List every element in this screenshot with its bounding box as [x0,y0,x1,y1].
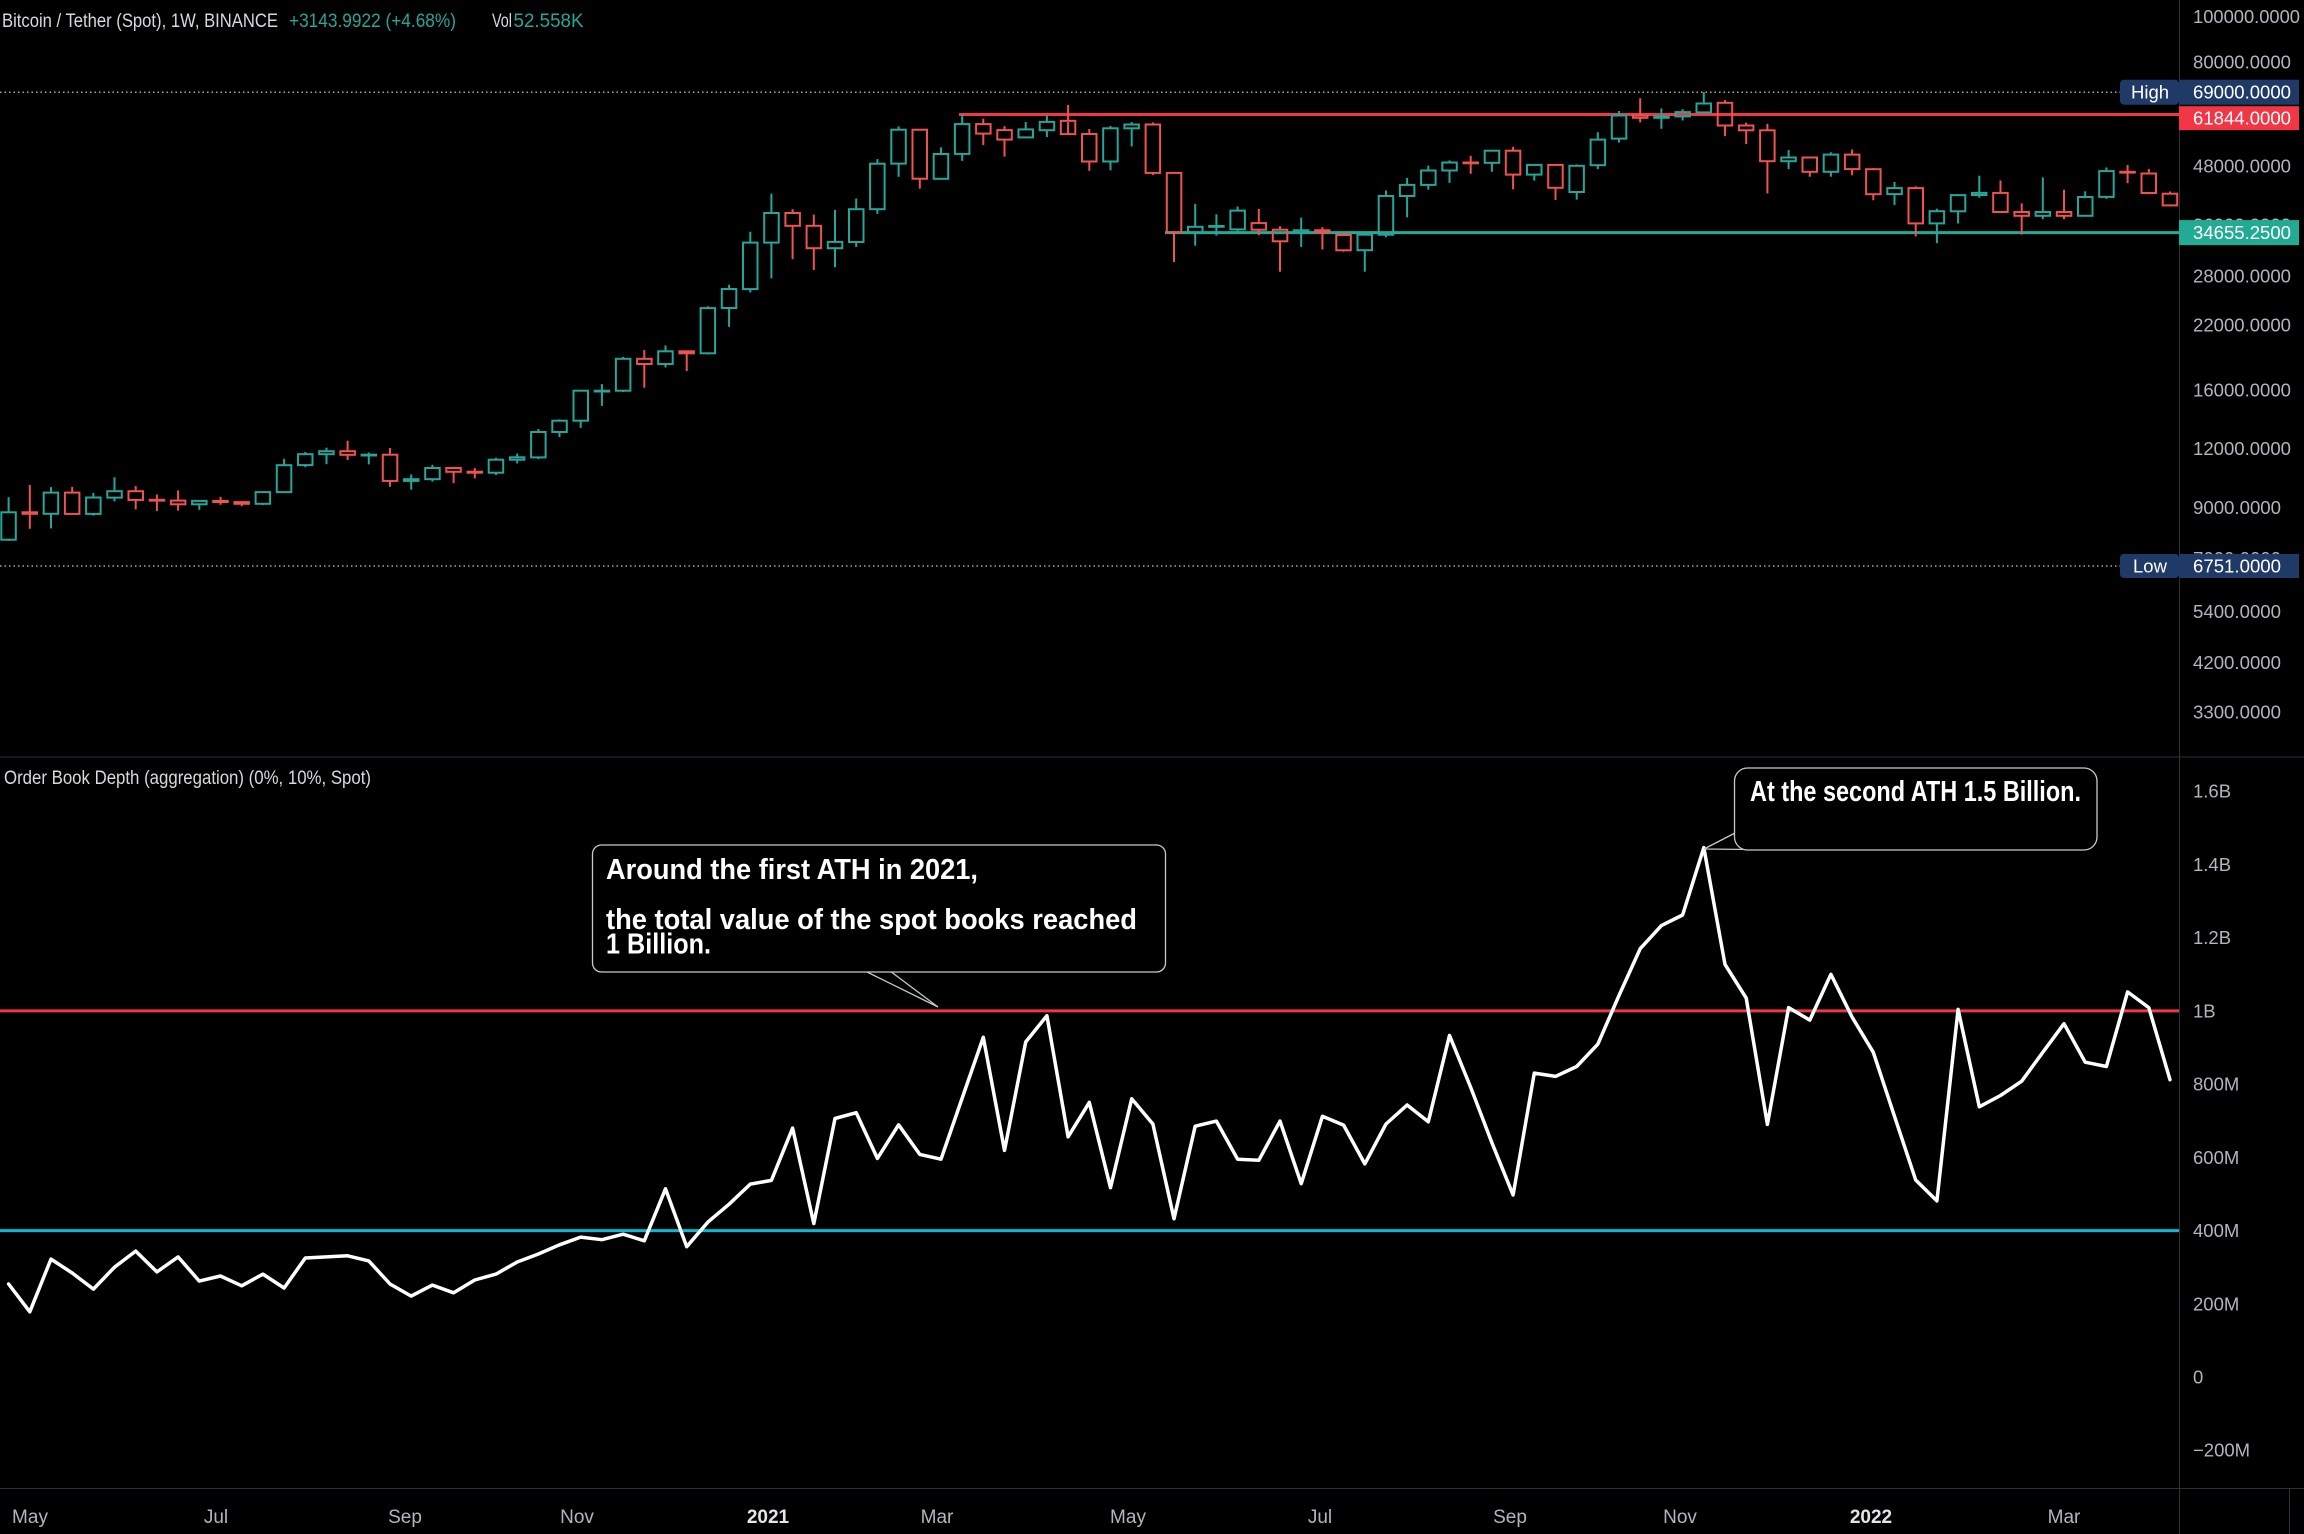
svg-text:Sep: Sep [1493,1507,1527,1528]
svg-text:200M: 200M [2193,1293,2239,1314]
svg-text:1.6B: 1.6B [2193,781,2231,802]
svg-text:Sep: Sep [388,1507,422,1528]
svg-text:0: 0 [2193,1367,2203,1388]
svg-text:Mar: Mar [2048,1507,2081,1528]
svg-text:At the second ATH 1.5 Billion.: At the second ATH 1.5 Billion. [1750,776,2081,808]
svg-text:Low: Low [2133,556,2168,577]
svg-text:800M: 800M [2193,1074,2239,1095]
svg-text:Vol: Vol [492,11,512,32]
svg-text:Mar: Mar [921,1507,954,1528]
svg-text:1B: 1B [2193,1000,2216,1021]
svg-text:1.2B: 1.2B [2193,927,2231,948]
svg-text:1.4B: 1.4B [2193,854,2231,875]
svg-text:the total value of the spot bo: the total value of the spot books reache… [606,904,1137,936]
svg-text:+3143.9922 (+4.68%): +3143.9922 (+4.68%) [289,11,456,32]
svg-text:May: May [1110,1507,1146,1528]
svg-text:−200M: −200M [2193,1440,2250,1461]
svg-text:22000.0000: 22000.0000 [2193,315,2291,336]
svg-text:Around the first ATH in 2021,: Around the first ATH in 2021, [606,854,978,886]
svg-text:Jul: Jul [204,1507,228,1528]
svg-text:12000.0000: 12000.0000 [2193,438,2291,459]
svg-text:1 Billion.: 1 Billion. [606,929,711,961]
svg-text:5400.0000: 5400.0000 [2193,601,2281,622]
svg-text:600M: 600M [2193,1147,2239,1168]
svg-text:Nov: Nov [560,1507,594,1528]
svg-text:2021: 2021 [747,1507,790,1528]
svg-text:6751.0000: 6751.0000 [2193,556,2281,577]
svg-text:Order Book Depth (aggregation): Order Book Depth (aggregation) (0%, 10%,… [4,768,371,789]
svg-text:400M: 400M [2193,1220,2239,1241]
svg-text:2022: 2022 [1850,1507,1892,1528]
svg-text:34655.2500: 34655.2500 [2193,222,2291,243]
svg-text:48000.0000: 48000.0000 [2193,156,2291,177]
svg-text:3300.0000: 3300.0000 [2193,701,2281,722]
svg-text:16000.0000: 16000.0000 [2193,380,2291,401]
svg-text:4200.0000: 4200.0000 [2193,652,2281,673]
svg-text:69000.0000: 69000.0000 [2193,82,2291,103]
svg-text:100000.0000: 100000.0000 [2193,6,2300,27]
svg-text:Jul: Jul [1308,1507,1332,1528]
svg-text:80000.0000: 80000.0000 [2193,52,2291,73]
svg-text:May: May [12,1507,48,1528]
svg-text:Bitcoin / Tether (Spot), 1W, B: Bitcoin / Tether (Spot), 1W, BINANCE [2,11,278,32]
svg-text:9000.0000: 9000.0000 [2193,497,2281,518]
svg-text:Nov: Nov [1663,1507,1697,1528]
svg-text:28000.0000: 28000.0000 [2193,266,2291,287]
svg-text:61844.0000: 61844.0000 [2193,108,2291,129]
svg-text:High: High [2131,82,2169,103]
svg-text:52.558K: 52.558K [514,11,584,32]
